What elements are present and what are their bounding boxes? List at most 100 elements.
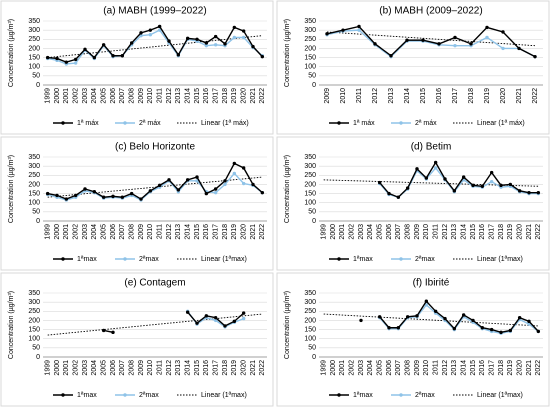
x-tick-label: 2007 xyxy=(119,224,126,240)
legend-label: Linear (1ª máx) xyxy=(201,120,249,127)
x-tick-label: 2017 xyxy=(213,224,220,240)
x-tick-label: 2007 xyxy=(119,360,126,376)
x-tick-label: 2017 xyxy=(489,224,496,240)
x-tick-label: 2020 xyxy=(241,360,248,376)
y-tick-label: 50 xyxy=(308,209,316,216)
y-tick-label: 50 xyxy=(32,73,40,80)
x-tick-label: 2009 xyxy=(414,360,421,376)
legend-label: Linear (1ªmax) xyxy=(201,256,247,263)
y-tick-label: 300 xyxy=(304,299,316,306)
data-point xyxy=(185,310,190,314)
y-tick-label: 100 xyxy=(304,200,316,207)
data-point xyxy=(185,36,190,41)
data-point xyxy=(223,182,227,187)
data-point xyxy=(204,314,209,318)
x-tick-label: 2020 xyxy=(517,360,524,376)
x-tick-label: 2011 xyxy=(433,224,440,239)
x-tick-label: 2010 xyxy=(340,88,347,104)
x-tick-label: 2002 xyxy=(349,360,356,376)
y-tick-label: 150 xyxy=(28,326,40,333)
y-tick-label: 250 xyxy=(304,36,316,43)
x-tick-label: 2001 xyxy=(63,224,70,240)
data-point xyxy=(157,183,162,188)
legend-label: 2ªmax xyxy=(415,392,435,399)
series-line xyxy=(47,162,263,200)
data-point xyxy=(55,193,59,198)
y-tick-label: 200 xyxy=(304,45,316,52)
panel-title: (f) Ibirité xyxy=(413,278,450,289)
legend-label: Linear (1ª máx) xyxy=(477,120,525,127)
data-point xyxy=(101,195,106,199)
data-point xyxy=(111,54,115,58)
data-point xyxy=(204,43,209,48)
data-point xyxy=(469,42,473,46)
data-point xyxy=(101,328,106,333)
x-tick-label: 2021 xyxy=(526,224,533,240)
y-tick-label: 150 xyxy=(28,54,40,61)
data-point xyxy=(424,299,429,303)
x-tick-label: 2020 xyxy=(241,88,248,104)
data-point xyxy=(101,43,106,47)
series-line xyxy=(47,25,263,63)
data-point xyxy=(501,46,505,51)
data-point xyxy=(167,39,171,43)
x-tick-label: 2022 xyxy=(532,88,539,104)
x-tick-label: 2021 xyxy=(250,360,257,376)
x-tick-label: 2009 xyxy=(138,88,145,104)
x-tick-label: 2003 xyxy=(358,360,365,376)
data-point xyxy=(396,326,401,330)
data-point xyxy=(396,195,401,199)
x-tick-label: 1999 xyxy=(321,224,328,240)
x-tick-label: 2004 xyxy=(367,224,374,240)
x-tick-label: 2019 xyxy=(231,224,238,240)
y-tick-label: 100 xyxy=(304,64,316,71)
data-point xyxy=(232,161,237,166)
data-point xyxy=(232,25,237,30)
x-tick-label: 2021 xyxy=(250,224,257,240)
x-tick-label: 2016 xyxy=(203,88,210,104)
x-tick-label: 2005 xyxy=(101,224,108,240)
panel-title: (a) MABH (1999–2022) xyxy=(103,6,206,17)
data-point xyxy=(389,54,393,58)
panel: (e) Contagem Concentration (µg/m³) 0 50 100 1… xyxy=(0,272,274,407)
data-point xyxy=(508,182,513,187)
x-tick-label: 2008 xyxy=(129,360,136,376)
panel-title: (c) Belo Horizonte xyxy=(115,142,195,153)
data-point xyxy=(357,24,361,29)
x-tick-label: 2004 xyxy=(91,224,98,240)
x-tick-label: 2003 xyxy=(82,360,89,376)
y-tick-label: 150 xyxy=(304,326,316,333)
x-tick-label: 2006 xyxy=(110,88,117,104)
x-tick-label: 2005 xyxy=(377,360,384,376)
data-point xyxy=(251,182,255,187)
x-tick-label: 2009 xyxy=(138,360,145,376)
panel: (b) MABH (2009–2022) Concentration (µg/m³… xyxy=(276,0,550,135)
data-point xyxy=(139,197,143,201)
x-tick-label: 2008 xyxy=(405,360,412,376)
legend-label: 2ªmax xyxy=(415,256,435,263)
data-point xyxy=(471,318,475,323)
legend-marker xyxy=(337,257,341,261)
y-tick-label: 250 xyxy=(28,172,40,179)
y-tick-label: 300 xyxy=(28,27,40,34)
data-point xyxy=(241,166,246,170)
x-tick-label: 2005 xyxy=(101,360,108,376)
y-tick-label: 50 xyxy=(308,73,316,80)
legend-label: 1ªmax xyxy=(353,392,373,399)
x-tick-label: 2022 xyxy=(259,360,266,376)
x-tick-label: 2013 xyxy=(451,360,458,376)
data-point xyxy=(405,315,410,319)
y-tick-label: 200 xyxy=(28,45,40,52)
data-point xyxy=(433,166,438,170)
data-point xyxy=(415,167,419,171)
y-axis-label: Concentration (µg/m³) xyxy=(8,19,15,87)
panel-border xyxy=(0,272,274,407)
x-tick-label: 2001 xyxy=(63,88,70,104)
data-point xyxy=(45,55,50,60)
x-tick-label: 2011 xyxy=(356,88,363,103)
data-point xyxy=(536,190,541,195)
x-tick-label: 2003 xyxy=(82,88,89,104)
data-point xyxy=(480,184,485,188)
y-axis-label: Concentration (µg/m³) xyxy=(284,291,291,359)
data-point xyxy=(213,190,218,195)
